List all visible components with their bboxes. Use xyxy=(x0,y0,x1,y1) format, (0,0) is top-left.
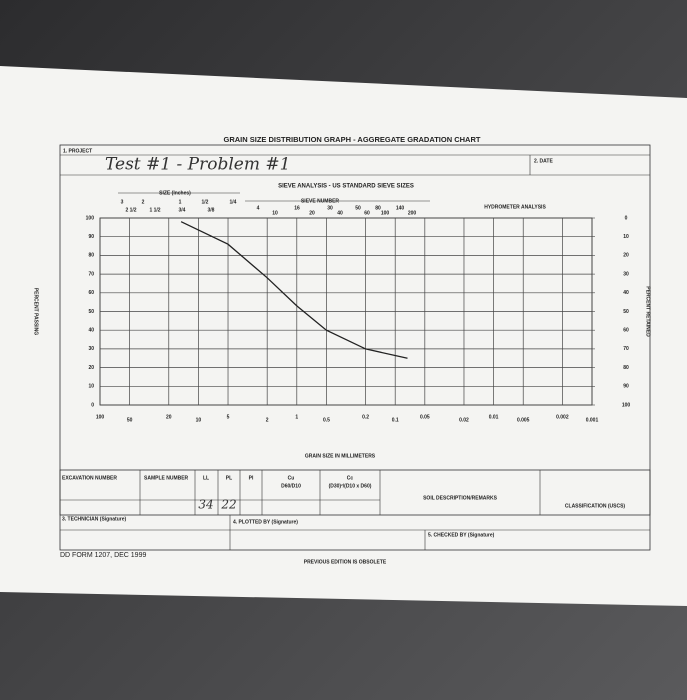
x-tick-label: 0.01 xyxy=(489,414,499,420)
y2-tick-label: 70 xyxy=(623,346,629,352)
column-header: Cc xyxy=(347,475,354,481)
x-tick-label: 1 xyxy=(295,414,298,420)
x-axis-label: GRAIN SIZE IN MILLIMETERS xyxy=(305,453,376,459)
sieve-size-label: 200 xyxy=(408,210,417,216)
sieve-size-label: 1 xyxy=(179,199,182,205)
y-tick-label: 100 xyxy=(86,215,95,221)
column-header: PL xyxy=(226,475,232,481)
y2-tick-label: 40 xyxy=(623,290,629,296)
y2-tick-label: 20 xyxy=(623,253,629,259)
sieve-size-label: 10 xyxy=(272,210,278,216)
y2-tick-label: 80 xyxy=(623,365,629,371)
field-value: Test #1 - Problem #1 xyxy=(105,155,290,175)
cell-value: 34 xyxy=(198,498,213,512)
cell-value: 22 xyxy=(220,498,236,512)
sieve-size-label: 30 xyxy=(327,205,333,211)
x-tick-label: 0.1 xyxy=(392,417,399,423)
sieve-size-label: 80 xyxy=(375,205,381,211)
sieve-size-label: 140 xyxy=(396,205,405,211)
sieve-size-label: 2 xyxy=(142,199,145,205)
signature-label: 4. PLOTTED BY (Signature) xyxy=(233,519,298,525)
y-tick-label: 80 xyxy=(88,253,94,259)
x-tick-label: 0.02 xyxy=(459,417,469,423)
signature-label: 3. TECHNICIAN (Signature) xyxy=(62,516,127,522)
x-tick-label: 0.5 xyxy=(323,417,330,423)
sieve-size-label: 1/4 xyxy=(230,199,237,205)
table-frame xyxy=(59,469,651,516)
sieve-size-label: 3/4 xyxy=(179,207,186,213)
y-tick-label: 60 xyxy=(88,290,94,296)
signature-label: 5. CHECKED BY (Signature) xyxy=(428,532,495,538)
y2-tick-label: 10 xyxy=(623,234,629,240)
y-tick-label: 40 xyxy=(88,328,94,334)
results-table: EXCAVATION NUMBER SAMPLE NUMBER LL PL PI… xyxy=(59,469,651,550)
form-number: DD FORM 1207, DEC 1999 xyxy=(60,552,146,559)
paper xyxy=(0,66,687,606)
sieve-size-label: 40 xyxy=(337,210,343,216)
y2-tick-label: 50 xyxy=(623,309,629,315)
y2-tick-label: 30 xyxy=(623,271,629,277)
form-frame xyxy=(59,144,651,551)
sieve-size-label: 100 xyxy=(381,210,390,216)
footer-note: PREVIOUS EDITION IS OBSOLETE xyxy=(304,559,387,565)
x-tick-label: 0.005 xyxy=(517,417,530,423)
column-header: CLASSIFICATION (USCS) xyxy=(565,503,626,509)
x-tick-label: 0.002 xyxy=(556,414,569,420)
sieve-size-label: 1/2 xyxy=(202,199,209,205)
x-tick-label: 20 xyxy=(166,414,172,420)
column-header: SAMPLE NUMBER xyxy=(144,475,189,481)
field-label: 1. PROJECT xyxy=(63,148,92,154)
sieve-label: SIEVE NUMBER xyxy=(301,198,339,204)
sieve-size-label: 2 1/2 xyxy=(125,207,136,213)
y-tick-label: 30 xyxy=(88,346,94,352)
sieve-size-label: 20 xyxy=(309,210,315,216)
sieve-size-label: 1 1/2 xyxy=(149,207,160,213)
column-header: SOIL DESCRIPTION/REMARKS xyxy=(423,495,497,501)
x-tick-label: 0.001 xyxy=(586,417,599,423)
gradation-curve xyxy=(180,221,408,359)
y2-tick-label: 0 xyxy=(625,215,628,221)
x-tick-label: 10 xyxy=(196,417,202,423)
column-header: Cu xyxy=(288,475,295,481)
column-header: LL xyxy=(203,475,209,481)
gradation-chart: SIEVE ANALYSIS - US STANDARD SIEVE SIZES… xyxy=(33,184,651,460)
x-tick-label: 0.2 xyxy=(362,414,369,420)
sieve-size-label: 60 xyxy=(364,210,370,216)
y-tick-label: 20 xyxy=(88,365,94,371)
column-subheader: D60/D10 xyxy=(281,483,301,489)
x-tick-label: 2 xyxy=(266,417,269,423)
x-tick-label: 100 xyxy=(96,414,105,420)
hydrometer-label: HYDROMETER ANALYSIS xyxy=(484,204,546,210)
sieve-size-label: 16 xyxy=(294,205,300,211)
size-label: SIZE (Inches) xyxy=(159,190,191,196)
y2-tick-label: 60 xyxy=(623,328,629,334)
y2-tick-label: 90 xyxy=(623,384,629,390)
form-title: GRAIN SIZE DISTRIBUTION GRAPH - AGGREGAT… xyxy=(224,135,481,144)
y2-axis-label: PERCENT RETAINED xyxy=(645,286,651,337)
field-label: 2. DATE xyxy=(534,158,553,164)
sieve-size-label: 3/8 xyxy=(208,207,215,213)
sieve-size-label: 3 xyxy=(121,199,124,205)
y-tick-label: 70 xyxy=(88,271,94,277)
y-tick-label: 50 xyxy=(88,309,94,315)
y-tick-label: 10 xyxy=(88,384,94,390)
x-tick-label: 0.05 xyxy=(420,414,430,420)
column-header: EXCAVATION NUMBER xyxy=(62,475,117,481)
x-tick-label: 5 xyxy=(227,414,230,420)
chart-heading: SIEVE ANALYSIS - US STANDARD SIEVE SIZES xyxy=(278,184,414,190)
column-header: PI xyxy=(249,475,254,481)
y2-tick-label: 100 xyxy=(622,402,631,408)
y-tick-label: 0 xyxy=(91,402,94,408)
y-tick-label: 90 xyxy=(88,234,94,240)
column-subheader: (D30)²/(D10 x D60) xyxy=(329,483,372,489)
x-tick-label: 50 xyxy=(127,417,133,423)
y-axis-label: PERCENT PASSING xyxy=(33,288,39,336)
sieve-size-label: 4 xyxy=(257,205,260,211)
sieve-size-label: 50 xyxy=(355,205,361,211)
